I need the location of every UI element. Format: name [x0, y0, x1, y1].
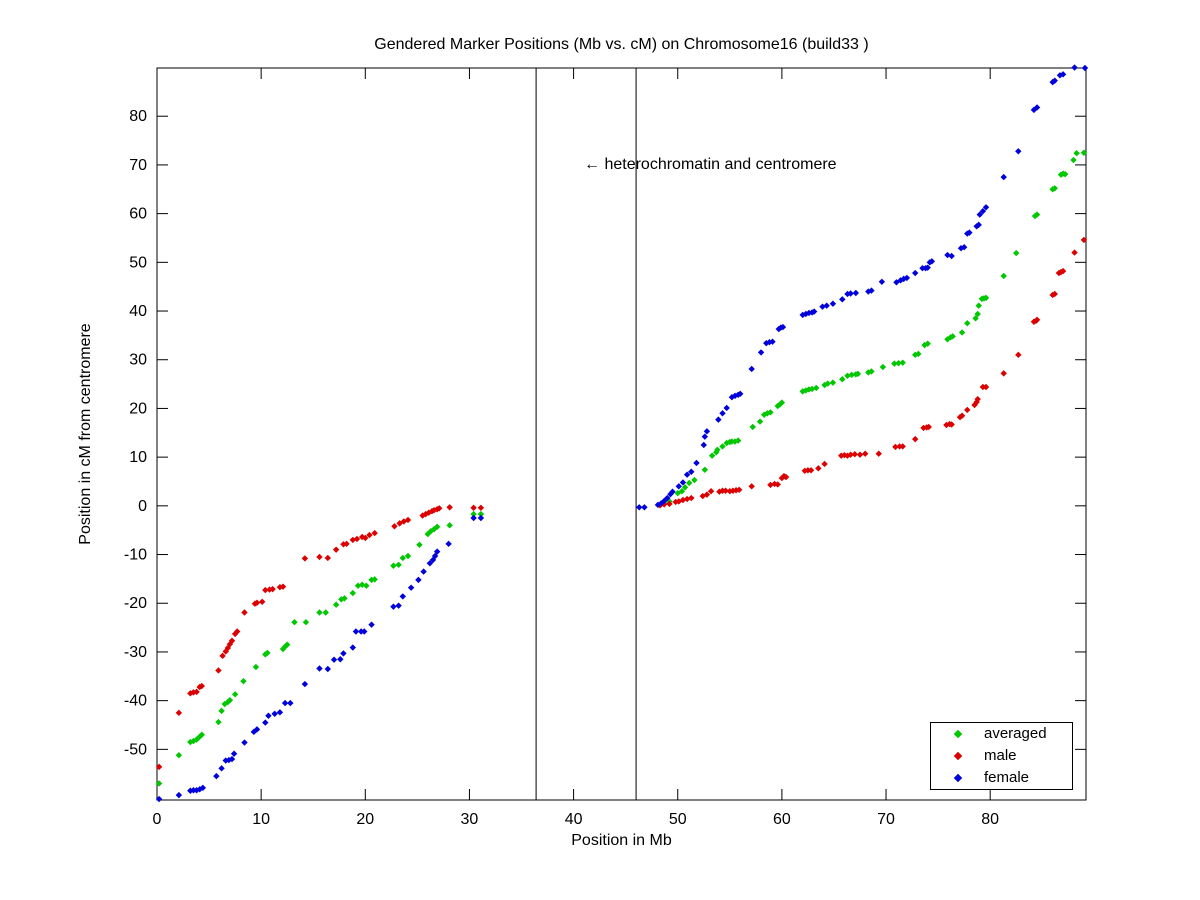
legend-label: male: [984, 747, 1017, 764]
svg-text:20: 20: [129, 400, 147, 417]
diamond-marker-icon: [953, 773, 963, 783]
diamond-marker-icon: [953, 751, 963, 761]
svg-text:50: 50: [669, 811, 687, 828]
x-axis-label: Position in Mb: [571, 832, 672, 849]
svg-text:80: 80: [129, 108, 147, 125]
svg-text:0: 0: [153, 811, 162, 828]
svg-text:10: 10: [129, 449, 147, 466]
svg-text:30: 30: [461, 811, 479, 828]
svg-text:0: 0: [138, 498, 147, 515]
svg-text:-30: -30: [124, 644, 147, 661]
legend-label: female: [984, 769, 1030, 786]
svg-text:20: 20: [356, 811, 374, 828]
legend-box: averaged male female: [930, 722, 1073, 790]
svg-text:40: 40: [565, 811, 583, 828]
svg-text:50: 50: [129, 254, 147, 271]
svg-text:-50: -50: [124, 741, 147, 758]
svg-text:60: 60: [129, 206, 147, 223]
svg-text:70: 70: [129, 157, 147, 174]
y-axis-label: Position in cM from centromere: [77, 323, 94, 545]
centromere-annotation: ← heterochromatin and centromere: [584, 155, 837, 173]
svg-text:-20: -20: [124, 595, 147, 612]
svg-text:70: 70: [877, 811, 895, 828]
svg-text:30: 30: [129, 352, 147, 369]
svg-text:40: 40: [129, 303, 147, 320]
svg-text:60: 60: [773, 811, 791, 828]
chart-title: Gendered Marker Positions (Mb vs. cM) on…: [374, 36, 869, 53]
legend-item-averaged: averaged: [931, 723, 1072, 745]
legend-item-male: male: [931, 745, 1072, 767]
svg-text:10: 10: [252, 811, 270, 828]
svg-text:-40: -40: [124, 693, 147, 710]
svg-text:-10: -10: [124, 547, 147, 564]
legend-label: averaged: [984, 725, 1047, 742]
legend-item-female: female: [931, 767, 1072, 789]
svg-text:80: 80: [981, 811, 999, 828]
diamond-marker-icon: [953, 729, 963, 739]
